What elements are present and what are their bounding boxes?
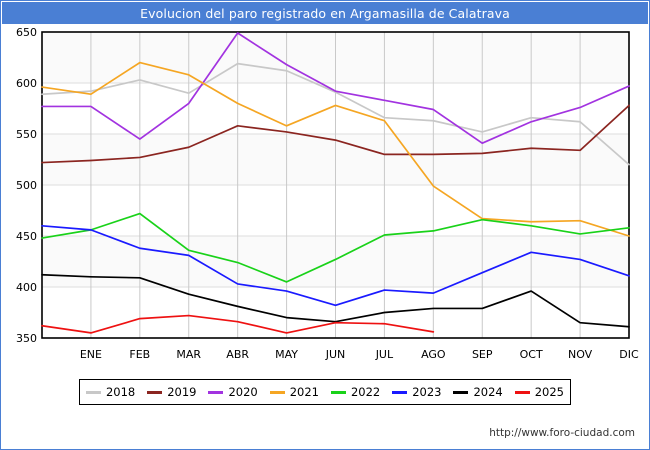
legend-label: 2018 xyxy=(105,385,136,399)
legend-swatch-icon xyxy=(453,390,469,394)
chart-legend: 2018 2019 2020 2021 2022 2023 2024 2025 xyxy=(79,379,571,405)
chart-canvas: 650 600 550 500 450 400 350 ENE FEB MAR ABR MAY JUN… xyxy=(1,24,649,364)
legend-label: 2025 xyxy=(534,385,565,399)
x-tick-label: NOV xyxy=(568,348,593,361)
legend-item-2018[interactable]: 2018 xyxy=(85,385,136,399)
source-url: http://www.foro-ciudad.com xyxy=(489,427,635,439)
series-line-2019 xyxy=(41,104,630,164)
legend-swatch-icon xyxy=(330,390,346,394)
y-axis-tick-labels: 650 600 550 500 450 400 350 xyxy=(16,26,37,345)
legend-item-2020[interactable]: 2020 xyxy=(208,385,258,399)
x-tick-label: ENE xyxy=(80,348,102,361)
x-tick-label: MAR xyxy=(176,348,201,361)
x-tick-label: JUL xyxy=(375,348,394,361)
window-title-bar: Evolucion del paro registrado en Argamas… xyxy=(2,2,648,24)
y-tick-label: 450 xyxy=(16,230,37,243)
x-axis-tick-labels: ENE FEB MAR ABR MAY JUN JUL AGO SEP OCT NOV DIC xyxy=(80,348,639,361)
legend-label: 2019 xyxy=(167,385,197,399)
y-tick-label: 550 xyxy=(16,128,37,141)
legend-swatch-icon xyxy=(514,390,530,394)
legend-item-2025[interactable]: 2025 xyxy=(514,385,565,399)
legend-swatch-icon xyxy=(85,390,101,394)
y-tick-label: 600 xyxy=(16,77,37,90)
series-line-2023 xyxy=(41,224,630,307)
y-tick-label: 350 xyxy=(16,332,37,345)
series-line-2025 xyxy=(41,314,435,334)
x-tick-label: OCT xyxy=(520,348,543,361)
series-line-2021 xyxy=(41,61,630,237)
x-tick-label: JUN xyxy=(325,348,346,361)
legend-label: 2021 xyxy=(289,385,320,399)
legend-item-2021[interactable]: 2021 xyxy=(269,385,320,399)
x-tick-label: ABR xyxy=(226,348,249,361)
legend-label: 2023 xyxy=(412,385,442,399)
legend-label: 2022 xyxy=(350,385,381,399)
page-title: Evolucion del paro registrado en Argamas… xyxy=(140,5,510,21)
x-tick-label: SEP xyxy=(472,348,493,361)
y-tick-label: 650 xyxy=(16,26,37,39)
legend-item-2024[interactable]: 2024 xyxy=(453,385,503,399)
legend-swatch-icon xyxy=(269,390,285,394)
x-tick-label: DIC xyxy=(619,348,639,361)
plot-frame xyxy=(41,31,630,339)
legend-item-2023[interactable]: 2023 xyxy=(392,385,442,399)
legend-item-2019[interactable]: 2019 xyxy=(147,385,197,399)
y-tick-label: 500 xyxy=(16,179,37,192)
legend-item-2022[interactable]: 2022 xyxy=(330,385,381,399)
legend-label: 2024 xyxy=(473,385,503,399)
data-series-layer xyxy=(41,32,630,334)
axis-frame xyxy=(41,31,630,339)
x-tick-label: FEB xyxy=(129,348,150,361)
grid-lines xyxy=(42,31,629,339)
legend-label: 2020 xyxy=(228,385,258,399)
series-line-2024 xyxy=(41,273,630,328)
series-line-2022 xyxy=(41,212,630,283)
line-chart-plot: 650 600 550 500 450 400 350 ENE FEB MAR ABR MAY JUN… xyxy=(16,26,639,361)
legend-swatch-icon xyxy=(147,390,163,394)
legend-swatch-icon xyxy=(208,390,224,394)
series-line-2020 xyxy=(41,32,630,145)
y-tick-label: 400 xyxy=(16,281,37,294)
series-line-2018 xyxy=(41,62,630,166)
x-tick-label: MAY xyxy=(275,348,298,361)
legend-swatch-icon xyxy=(392,390,408,394)
x-tick-label: AGO xyxy=(421,348,446,361)
